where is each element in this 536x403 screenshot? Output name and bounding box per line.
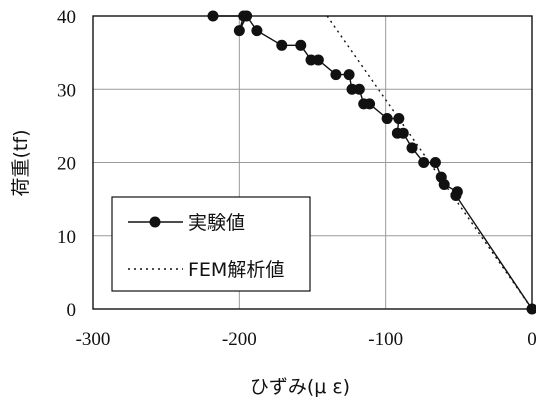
experiment-point [251, 25, 263, 37]
x-tick-label: -100 [368, 329, 403, 350]
x-tick-label: -300 [76, 329, 111, 350]
experiment-point [393, 113, 405, 125]
experiment-point [418, 157, 430, 168]
x-tick-label: -200 [222, 329, 257, 350]
experiment-point [450, 189, 462, 201]
experiment-series [207, 10, 536, 315]
experiment-point [397, 127, 409, 139]
experiment-point [381, 113, 393, 125]
legend-marker-experiment [149, 216, 161, 228]
experiment-point [438, 178, 450, 190]
legend-box [111, 196, 311, 292]
x-axis-title: ひずみ(μ ε) [250, 376, 350, 398]
experiment-point [233, 25, 245, 37]
y-tick-label: 20 [57, 154, 76, 175]
y-tick-labels: 0 10 20 30 40 [57, 7, 76, 321]
experiment-point [295, 39, 307, 51]
y-tick-label: 0 [67, 300, 77, 321]
y-tick-label: 10 [57, 227, 76, 248]
x-tick-label: 0 [527, 329, 536, 350]
experiment-point [343, 69, 355, 81]
experiment-point [312, 54, 324, 66]
legend: 実験値 FEM解析値 [111, 196, 311, 292]
experiment-point [364, 98, 376, 110]
legend-label-fem: FEM解析値 [188, 259, 284, 281]
legend-label-experiment: 実験値 [188, 212, 245, 234]
experiment-point [406, 142, 418, 154]
experiment-point [276, 39, 288, 51]
x-tick-labels: -300 -200 -100 0 [76, 329, 536, 350]
experiment-point [330, 69, 342, 81]
experiment-point [429, 157, 441, 168]
y-tick-label: 40 [57, 7, 76, 28]
experiment-point [353, 83, 365, 95]
plot-frame [92, 15, 533, 310]
y-tick-label: 30 [57, 80, 76, 101]
y-axis-title: 荷重(tf) [10, 130, 32, 197]
